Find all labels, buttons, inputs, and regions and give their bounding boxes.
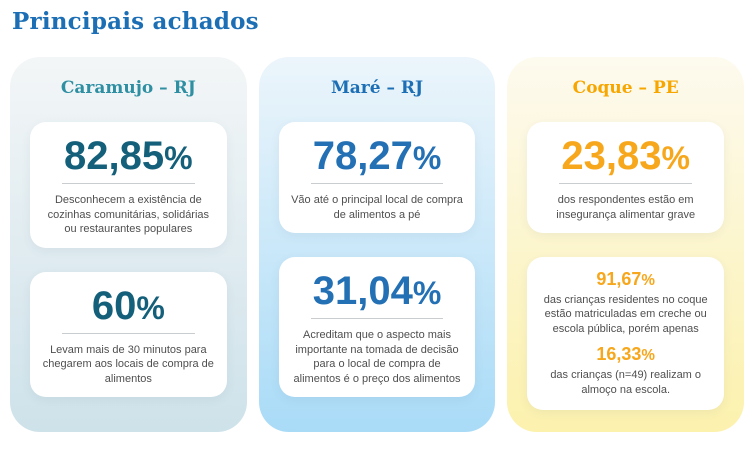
stat-description: Vão até o principal local de compra de a…: [291, 194, 463, 221]
stat-number: 91,67: [596, 269, 642, 290]
percent-sign: %: [641, 272, 655, 290]
stat-divider: [62, 183, 195, 184]
stat-value: 31,04%: [287, 268, 468, 314]
stat-value: 91,67%: [535, 269, 716, 290]
stat-box: 78,27% Vão até o principal local de comp…: [278, 122, 476, 234]
stat-number: 16,33: [596, 344, 642, 365]
stat-box: 82,85% Desconhecem a existência de cozin…: [30, 122, 227, 248]
card-mare-title: Maré – RJ: [330, 78, 424, 98]
page-title: Principais achados: [12, 8, 259, 35]
stat-number: 31,04: [312, 269, 413, 314]
stat-number: 82,85: [64, 134, 165, 178]
percent-sign: %: [661, 140, 690, 176]
stat-group: 91,67% das crianças residentes no coque …: [535, 269, 716, 336]
stat-number: 60: [91, 283, 137, 328]
stat-value: 23,83%: [535, 133, 716, 178]
stat-value: 78,27%: [287, 133, 468, 178]
stat-divider: [310, 183, 444, 184]
stat-value: 16,33%: [535, 344, 716, 365]
percent-sign: %: [136, 289, 165, 326]
card-mare: Maré – RJ 78,27% Vão até o principal loc…: [258, 57, 496, 432]
percent-sign: %: [412, 140, 442, 176]
card-caramujo: Caramujo – RJ 82,85% Desconhecem a exist…: [10, 57, 247, 432]
percent-sign: %: [412, 275, 442, 312]
stat-divider: [559, 183, 693, 184]
stat-description: Acreditam que o aspecto mais importante …: [293, 329, 461, 385]
stat-box: 23,83% dos respondentes estão em insegur…: [527, 122, 725, 234]
stat-number: 78,27: [312, 134, 413, 178]
stat-divider: [62, 332, 195, 334]
stat-divider: [310, 318, 444, 320]
stat-group: 16,33% das crianças (n=49) realizam o al…: [535, 344, 716, 397]
stat-description: Desconhecem a existência de cozinhas com…: [47, 194, 210, 236]
stat-number: 23,83: [561, 134, 662, 178]
percent-sign: %: [164, 140, 193, 176]
card-caramujo-title: Caramujo – RJ: [60, 78, 196, 98]
stat-description: Levam mais de 30 minutos para chegarem a…: [42, 343, 214, 385]
stat-description: das crianças residentes no coque estão m…: [543, 293, 708, 335]
stat-description: dos respondentes estão em insegurança al…: [556, 194, 696, 221]
card-coque-title: Coque – PE: [572, 78, 679, 98]
stat-box: 91,67% das crianças residentes no coque …: [527, 257, 725, 411]
card-coque: Coque – PE 23,83% dos respondentes estão…: [507, 57, 745, 432]
stat-value: 82,85%: [38, 133, 219, 178]
percent-sign: %: [641, 347, 655, 365]
cards-row: Caramujo – RJ 82,85% Desconhecem a exist…: [0, 57, 754, 432]
stat-value: 60%: [38, 283, 219, 328]
stat-box: 31,04% Acreditam que o aspecto mais impo…: [278, 257, 476, 398]
stat-box: 60% Levam mais de 30 minutos para chegar…: [30, 271, 227, 398]
stat-description: das crianças (n=49) realizam o almoço na…: [550, 369, 702, 396]
